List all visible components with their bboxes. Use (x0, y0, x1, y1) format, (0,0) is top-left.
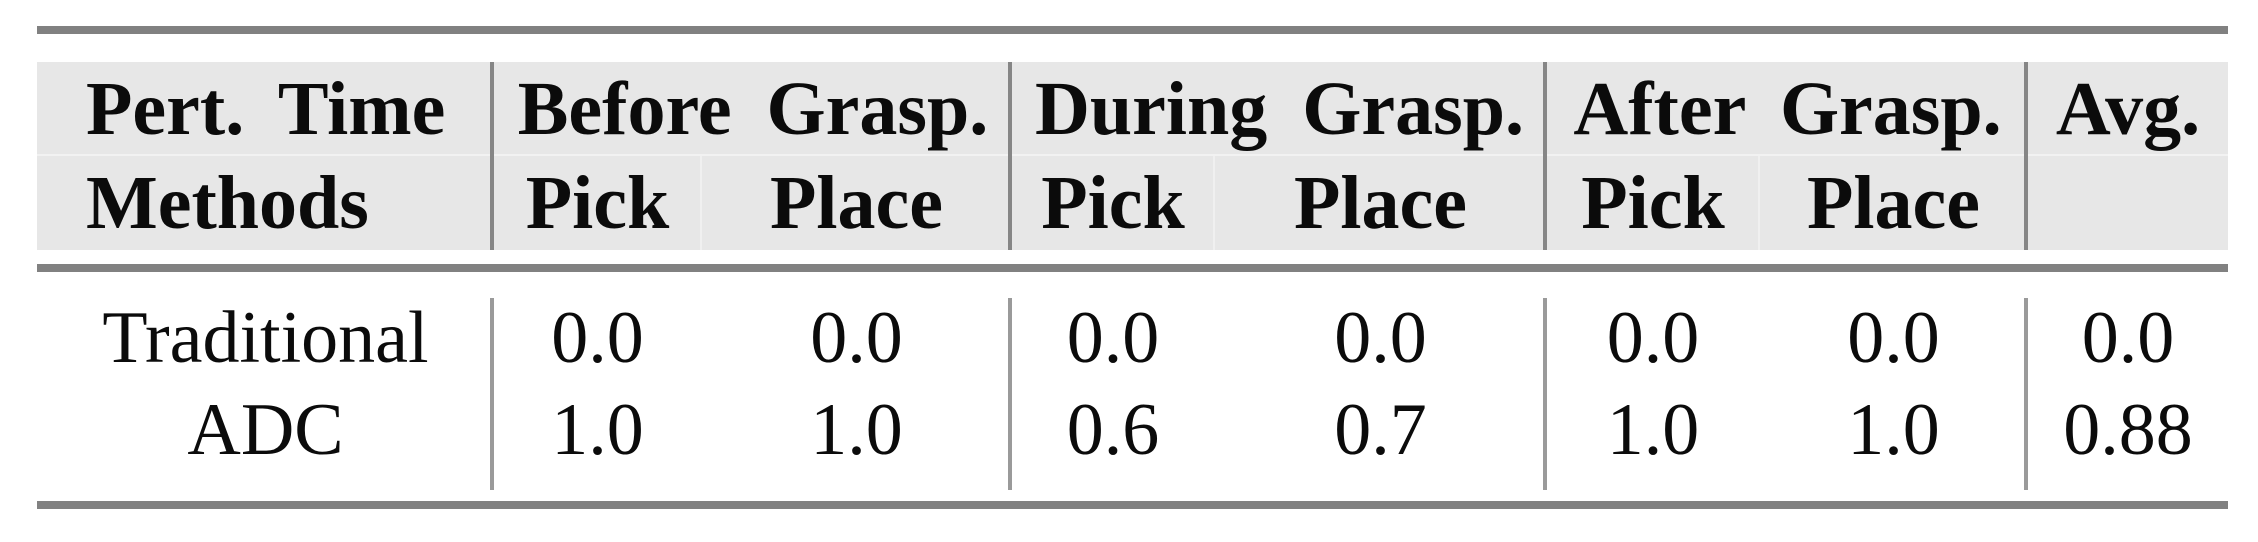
header-methods-label: Methods (86, 160, 369, 245)
value-traditional-after-pick: 0.0 (1606, 297, 1700, 379)
column-divider-before-during (1008, 298, 1012, 490)
column-divider-during-after (1543, 298, 1547, 490)
table-header-band: Pert. Time Methods Before Grasp. During … (37, 62, 2228, 250)
subheader-after-place: Place (1806, 160, 1980, 245)
row-label-traditional: Traditional (102, 297, 429, 379)
subheader-after-pick: Pick (1581, 160, 1725, 245)
column-divider-before-during (1008, 62, 1012, 250)
subheader-before-place: Place (769, 160, 943, 245)
header-row-hairline (37, 154, 2228, 156)
subheader-during-place: Place (1293, 160, 1467, 245)
value-adc-after-place: 1.0 (1847, 389, 1940, 471)
header-cell-pert-time-methods: Pert. Time Methods (37, 62, 494, 250)
table-bottom-rule (37, 501, 2228, 509)
column-divider-after-avg (2024, 298, 2028, 490)
subcolumn-hairline-during (1213, 156, 1215, 250)
group-header-after-grasp: After Grasp. (1573, 66, 2002, 151)
avg-label: Avg. (2055, 66, 2201, 151)
value-adc-avg: 0.88 (2063, 389, 2193, 471)
subheader-during-pick: Pick (1041, 160, 1185, 245)
value-traditional-during-pick: 0.0 (1066, 297, 1160, 379)
header-cell-avg: Avg. (2028, 62, 2228, 250)
value-adc-before-pick: 1.0 (551, 389, 644, 471)
table-mid-rule (37, 264, 2228, 272)
header-pert-time-label: Pert. Time (86, 66, 446, 151)
value-adc-during-pick: 0.6 (1066, 389, 1160, 471)
value-traditional-avg: 0.0 (2081, 297, 2175, 379)
group-header-during-grasp: During Grasp. (1035, 66, 1524, 151)
subcolumn-hairline-before (700, 156, 702, 250)
column-divider-methods-before (490, 298, 494, 490)
column-divider-during-after (1543, 62, 1547, 250)
value-traditional-before-pick: 0.0 (551, 297, 644, 379)
group-header-before-grasp: Before Grasp. (517, 66, 989, 151)
table-body: Traditional 0.0 0.0 0.0 0.0 0.0 0.0 0.0 … (37, 272, 2228, 501)
subcolumn-hairline-after (1758, 156, 1760, 250)
value-traditional-during-place: 0.0 (1334, 297, 1427, 379)
column-divider-after-avg (2024, 62, 2028, 250)
value-adc-during-place: 0.7 (1334, 389, 1427, 471)
value-adc-before-place: 1.0 (810, 389, 903, 471)
subheader-before-pick: Pick (525, 160, 670, 245)
value-traditional-after-place: 0.0 (1847, 297, 1940, 379)
value-traditional-before-place: 0.0 (810, 297, 903, 379)
column-divider-methods-before (490, 62, 494, 250)
row-label-adc: ADC (187, 389, 344, 471)
table-top-rule (37, 26, 2228, 34)
value-adc-after-pick: 1.0 (1606, 389, 1700, 471)
